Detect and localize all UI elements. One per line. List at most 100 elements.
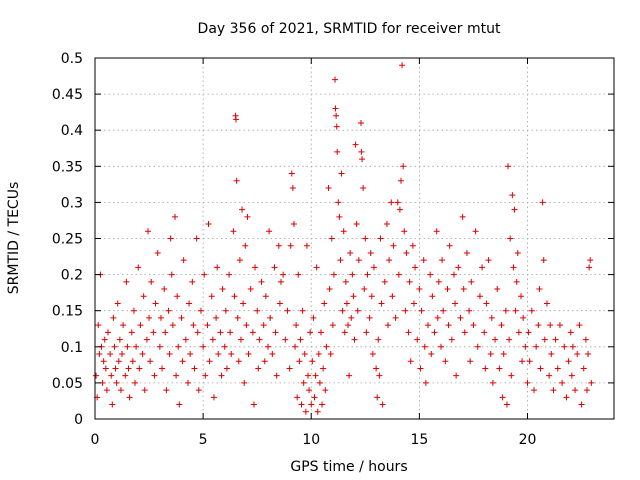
data-point [272, 329, 279, 336]
data-point [513, 278, 520, 285]
data-point [321, 300, 328, 307]
data-point [405, 329, 412, 336]
data-point [242, 242, 249, 249]
y-tick-label: 0.45 [52, 87, 83, 103]
data-point [416, 286, 423, 293]
data-point [282, 336, 289, 343]
data-point [412, 264, 419, 271]
y-tick-label: 0.3 [61, 195, 83, 211]
y-tick-label: 0.05 [52, 376, 83, 392]
data-point [483, 300, 490, 307]
data-point [498, 322, 505, 329]
data-point [388, 199, 395, 206]
data-point [568, 372, 575, 379]
data-point [472, 228, 479, 235]
data-point [143, 336, 150, 343]
data-point [299, 307, 306, 314]
data-point [565, 358, 572, 365]
data-point [194, 329, 201, 336]
data-point [294, 394, 301, 401]
data-point [335, 199, 342, 206]
data-point [394, 199, 401, 206]
data-point [470, 322, 477, 329]
data-point [119, 351, 126, 358]
data-point [349, 271, 356, 278]
data-point [381, 278, 388, 285]
data-point [526, 358, 533, 365]
data-point [425, 322, 432, 329]
data-point [457, 314, 464, 321]
data-point [420, 257, 427, 264]
data-point [530, 387, 537, 394]
data-point [258, 278, 265, 285]
data-point [120, 322, 127, 329]
data-point [522, 343, 529, 350]
y-tick-label: 0 [74, 412, 83, 428]
data-point [266, 228, 273, 235]
data-point [168, 271, 175, 278]
data-point [536, 286, 543, 293]
data-point [186, 300, 193, 307]
data-point [507, 235, 514, 242]
data-point [190, 322, 197, 329]
data-point [252, 264, 259, 271]
data-point [100, 358, 107, 365]
data-point [176, 401, 183, 408]
data-point [386, 257, 393, 264]
data-point [367, 249, 374, 256]
data-point [540, 257, 547, 264]
data-point [147, 358, 154, 365]
data-point [293, 322, 300, 329]
data-point [351, 336, 358, 343]
x-tick-label: 10 [302, 432, 320, 448]
data-point [205, 221, 212, 228]
data-point [308, 401, 315, 408]
data-point [446, 242, 453, 249]
data-point [461, 329, 468, 336]
data-point [368, 293, 375, 300]
data-point [403, 249, 410, 256]
data-point [450, 271, 457, 278]
data-point [397, 177, 404, 184]
data-point [373, 365, 380, 372]
data-point [378, 300, 385, 307]
data-point [428, 351, 435, 358]
data-point [236, 257, 243, 264]
data-point [543, 300, 550, 307]
data-point [511, 206, 518, 213]
data-point [347, 249, 354, 256]
data-point [395, 271, 402, 278]
data-point [210, 394, 217, 401]
data-point [233, 177, 240, 184]
data-point [159, 365, 166, 372]
data-point [390, 242, 397, 249]
data-point [561, 343, 568, 350]
data-point [271, 264, 278, 271]
data-point [352, 141, 359, 148]
data-point [303, 242, 310, 249]
data-point [184, 379, 191, 386]
data-point [200, 343, 207, 350]
data-point [96, 351, 103, 358]
data-point [280, 271, 287, 278]
data-point [115, 358, 122, 365]
data-point [167, 235, 174, 242]
data-point [295, 271, 302, 278]
data-point [508, 372, 515, 379]
data-point [132, 379, 139, 386]
data-point [537, 365, 544, 372]
data-point [474, 343, 481, 350]
data-point [353, 221, 360, 228]
data-point [151, 372, 158, 379]
data-point [309, 358, 316, 365]
data-point [320, 365, 327, 372]
data-point [496, 365, 503, 372]
data-point [389, 293, 396, 300]
data-point [410, 300, 417, 307]
data-point [130, 307, 137, 314]
data-point [392, 314, 399, 321]
data-point [101, 336, 108, 343]
data-point [355, 257, 362, 264]
x-tick-label: 0 [91, 432, 100, 448]
